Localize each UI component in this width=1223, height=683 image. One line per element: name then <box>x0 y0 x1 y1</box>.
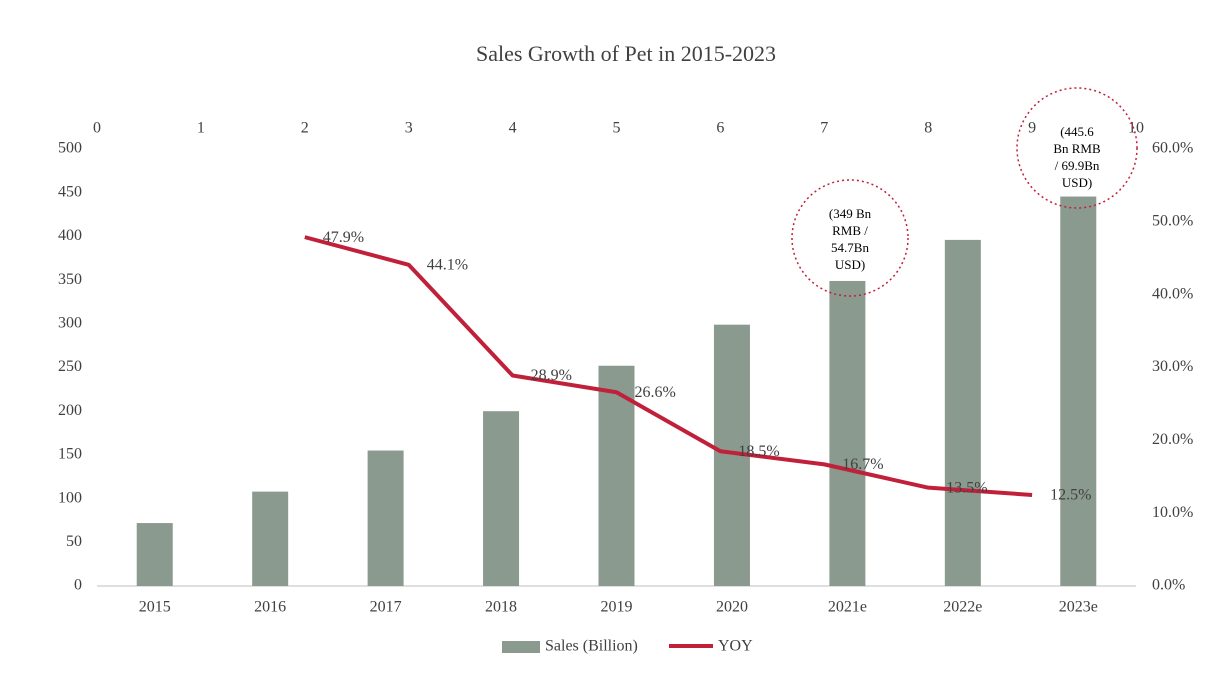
x2-tick-label: 6 <box>716 120 724 137</box>
legend-swatch <box>502 641 540 653</box>
y2-tick-label: 30.0% <box>1152 358 1193 375</box>
x-tick-label: 2016 <box>254 599 286 616</box>
y-tick-label: 450 <box>58 183 82 200</box>
x2-tick-label: 5 <box>613 120 621 137</box>
bar <box>252 491 289 586</box>
annotation-text: / 69.9Bn <box>1055 158 1100 173</box>
x2-tick-label: 1 <box>197 120 205 137</box>
x2-tick-label: 9 <box>1028 120 1036 137</box>
annotation-text: USD) <box>835 257 865 272</box>
x-tick-label: 2023e <box>1059 599 1098 616</box>
y-tick-label: 200 <box>58 402 82 419</box>
y2-tick-label: 0.0% <box>1152 577 1185 594</box>
bar <box>136 523 173 586</box>
legend-label: YOY <box>718 638 753 655</box>
legend-label: Sales (Billion) <box>545 638 638 655</box>
data-label: 12.5% <box>1050 487 1091 504</box>
line <box>304 235 1033 497</box>
data-label: 44.1% <box>427 256 468 273</box>
data-label: 26.6% <box>635 384 676 401</box>
y-tick-label: 150 <box>58 446 82 463</box>
annotation-text: RMB / <box>832 223 868 238</box>
x2-tick-label: 2 <box>301 120 309 137</box>
x2-tick-label: 3 <box>405 120 413 137</box>
annotation-circle <box>791 179 909 297</box>
y2-tick-label: 10.0% <box>1152 504 1193 521</box>
data-label: 16.7% <box>842 456 883 473</box>
bar <box>1060 196 1097 586</box>
x-tick-label: 2015 <box>139 599 171 616</box>
bar <box>598 365 635 586</box>
y-tick-label: 250 <box>58 358 82 375</box>
data-label: 28.9% <box>531 367 572 384</box>
bar <box>367 450 404 586</box>
y-tick-label: 50 <box>66 533 82 550</box>
data-label: 13.5% <box>946 479 987 496</box>
x2-tick-label: 10 <box>1128 120 1144 137</box>
x2-tick-label: 7 <box>820 120 828 137</box>
y-tick-label: 500 <box>58 140 82 157</box>
y-tick-label: 100 <box>58 489 82 506</box>
x-tick-label: 2018 <box>485 599 517 616</box>
bar <box>944 239 981 586</box>
y2-tick-label: 50.0% <box>1152 213 1193 230</box>
y2-tick-label: 40.0% <box>1152 285 1193 302</box>
y-tick-label: 400 <box>58 227 82 244</box>
y2-tick-label: 60.0% <box>1152 140 1193 157</box>
x-tick-label: 2020 <box>716 599 748 616</box>
annotation-text: (349 Bn <box>829 206 872 221</box>
x2-tick-label: 8 <box>924 120 932 137</box>
x-tick-label: 2017 <box>370 599 402 616</box>
x-tick-label: 2019 <box>601 599 633 616</box>
annotation-text: 54.7Bn <box>831 240 869 255</box>
y-tick-label: 350 <box>58 271 82 288</box>
annotation-circle <box>1016 87 1138 209</box>
annotation-text: (445.6 <box>1060 124 1094 139</box>
y-tick-label: 300 <box>58 314 82 331</box>
x2-tick-label: 0 <box>93 120 101 137</box>
y2-tick-label: 20.0% <box>1152 431 1193 448</box>
annotation-text: USD) <box>1062 175 1092 190</box>
data-label: 47.9% <box>323 229 364 246</box>
data-label: 18.5% <box>738 443 779 460</box>
annotation-text: Bn RMB <box>1053 141 1101 156</box>
bar <box>829 280 866 586</box>
x-tick-label: 2022e <box>943 599 982 616</box>
x2-tick-label: 4 <box>509 120 517 137</box>
chart-title: Sales Growth of Pet in 2015-2023 <box>476 41 776 66</box>
bar <box>483 411 520 586</box>
y-tick-label: 0 <box>74 577 82 594</box>
x-tick-label: 2021e <box>828 599 867 616</box>
